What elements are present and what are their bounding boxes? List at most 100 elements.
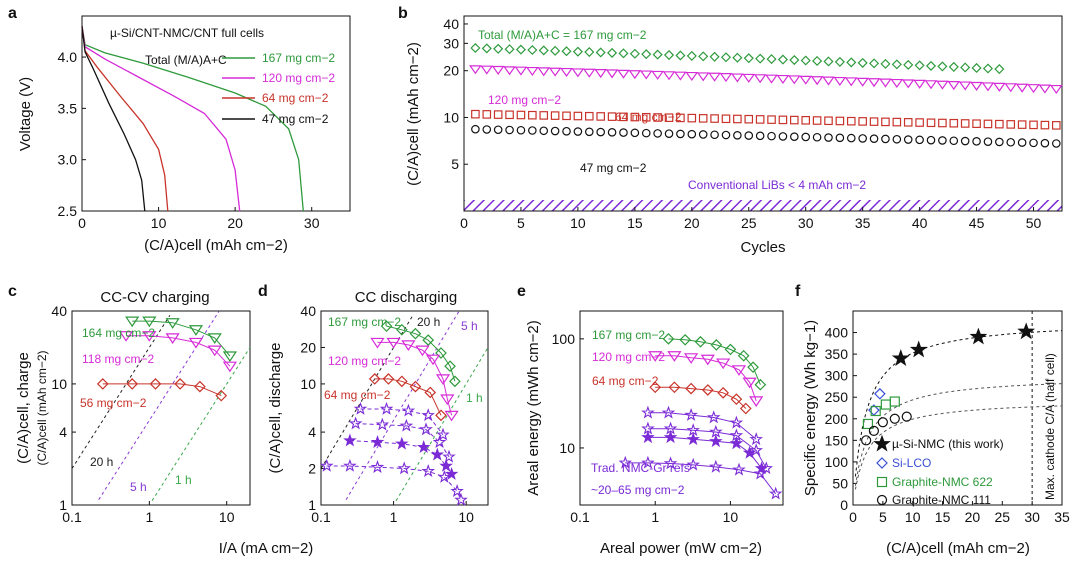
conventional-band [464, 200, 1062, 211]
panel-b-point-s0-c26 [755, 53, 766, 64]
panel-b-point-s2-c52 [1052, 121, 1061, 130]
panel-b-point-s3-c24 [733, 130, 742, 140]
panel-b-point-s0-c27 [766, 54, 777, 65]
panel-f-point-s3-3 [889, 413, 900, 424]
panel-b-point-s3-c8 [550, 126, 560, 136]
panel-b-point-s1-c13 [605, 69, 619, 79]
panel-c-label-118: 118 mg cm−2 [82, 352, 154, 366]
panel-f-ytick-label: 150 [825, 432, 849, 448]
panel-c-title: CC-CV charging [100, 289, 209, 306]
panel-d-point-s3-3 [421, 408, 435, 422]
legend-f-gr-nmc111: Graphite-NMC 111 [892, 493, 991, 507]
panel-b-point-s0-c18 [663, 49, 675, 61]
panel-b-point-s3-c45 [972, 137, 981, 146]
panel-c-rate-line-0 [71, 315, 171, 469]
panel-f-ytick-label: 0 [840, 497, 848, 513]
panel-c-ytick-label: 4 [59, 424, 67, 440]
panel-b-point-s3-c6 [528, 126, 537, 135]
panel-b-point-s3-c2 [482, 125, 492, 134]
panel-d-point-s1-3 [415, 345, 430, 357]
panel-b-point-s0-c13 [607, 47, 618, 58]
panel-b-label-120: 120 mg cm−2 [488, 93, 561, 107]
panel-b-point-s2-c40 [915, 118, 924, 127]
panel-b-point-s0-c41 [925, 60, 937, 71]
panel-a-y-ticks: 2.5 3.0 3.5 4.0 [58, 49, 86, 219]
panel-b-xtick-label: 10 [570, 215, 586, 231]
panel-b-point-s2-c24 [733, 114, 742, 124]
panel-b-point-s2-c45 [972, 119, 981, 128]
panel-b-point-s1-c39 [901, 79, 915, 89]
panel-f-xtick-label: 0 [849, 509, 857, 525]
panel-b-xtick-label: 30 [798, 215, 814, 231]
panel-b-point-s3-c5 [516, 125, 526, 135]
panel-d-point-s5-2 [395, 436, 409, 450]
legend-f-si-lco: Si-LCO [892, 456, 931, 470]
panel-f-x-label: (C/A)cell (mAh cm−2) [886, 540, 1030, 557]
panel-c-x-ticks: 0.1 1 10 [62, 501, 235, 525]
panel-b-point-s2-c11 [584, 111, 594, 121]
panel-b-point-s3-c48 [1006, 137, 1016, 147]
panel-b-point-s0-c11 [584, 47, 595, 58]
panel-b-point-s0-c5 [515, 44, 527, 55]
panel-b-ytick-label: 30 [443, 35, 459, 51]
panel-b-point-s1-c23 [719, 73, 733, 83]
panel-b-point-s1-c4 [503, 66, 516, 76]
panel-f-ytick-label: 300 [825, 368, 849, 384]
panel-a-legend-title: Total (M/A)A+C [145, 53, 227, 67]
panel-e-point-s6-0 [618, 455, 633, 469]
panel-b-x-ticks: 0 5 10 15 20 25 30 35 40 45 50 [460, 207, 1042, 231]
panel-b-point-s1-c40 [913, 79, 926, 89]
panel-b-point-s0-c32 [823, 56, 834, 67]
panel-b-point-s0-c28 [777, 54, 788, 65]
panel-c-point-s2-3 [174, 378, 186, 390]
panel-e-point-s1-1 [667, 351, 682, 362]
panel-b-point-s0-c9 [561, 46, 572, 57]
panel-b-xtick-label: 45 [969, 215, 985, 231]
panel-b-point-s0-c25 [743, 53, 754, 64]
panel-b-point-s3-c41 [926, 135, 936, 145]
panel-b-point-s2-c36 [869, 117, 879, 126]
panel-f-point-s0-2 [969, 327, 988, 345]
panel-b-point-s2-c10 [573, 111, 583, 121]
panel-c-rate-line-2 [151, 347, 251, 501]
panel-b-point-s2-c18 [664, 113, 674, 122]
panel-d-line-3 [360, 408, 444, 436]
panel-b-point-s1-c52 [1049, 84, 1063, 95]
panel-e-point-s5-2 [686, 432, 700, 446]
panel-d-rate-lines [320, 311, 489, 501]
panel-b-point-s2-c51 [1040, 120, 1050, 130]
panel-f-legend-mark-1 [876, 457, 888, 469]
panel-a-ytick-label: 3.5 [58, 100, 78, 116]
panel-f-legend: µ-Si-NMC (this work) Si-LCO Graphite-NMC… [873, 434, 1004, 507]
panel-b-point-s1-c48 [1004, 83, 1018, 93]
panel-d-point-s4-0 [348, 416, 363, 430]
panel-b-point-s2-c27 [767, 115, 776, 124]
panel-f-y-label: Specific energy (Wh kg−1) [802, 320, 819, 496]
panel-e-point-s2-1 [668, 381, 681, 394]
panel-b-point-s3-c52 [1052, 139, 1061, 148]
panel-b-point-s3-c28 [778, 132, 788, 141]
panel-e-label-120: 120 mg cm−2 [592, 350, 665, 364]
panel-d-point-s3-0 [353, 401, 368, 415]
panel-f-ytick-label: 350 [825, 346, 849, 362]
panel-e-label-167: 167 mg cm−2 [592, 328, 665, 342]
panel-b-point-s1-c2 [480, 65, 494, 75]
panel-b-ytick-label: 5 [451, 156, 459, 172]
panel-d-point-s2-0 [368, 373, 381, 385]
panel-b-point-s0-c45 [971, 62, 982, 74]
panel-b-point-s3-c3 [493, 125, 503, 135]
panel-b-point-s2-c32 [824, 116, 833, 126]
panel-b-ytick-label: 20 [443, 63, 459, 79]
panel-b-point-s0-c1 [470, 42, 481, 54]
panel-b-point-s2-c43 [949, 118, 959, 128]
panel-d-point-s1-5 [435, 374, 451, 385]
panel-b-point-s0-c37 [880, 58, 891, 69]
panel-d-point-s4-3 [419, 422, 433, 436]
panel-d-point-s1-2 [401, 340, 416, 351]
panel-c-frame [71, 310, 251, 506]
panel-b-point-s1-c22 [708, 72, 721, 82]
panel-b-point-s2-c47 [995, 119, 1004, 129]
panel-b-point-s1-c35 [856, 77, 870, 87]
panel-e-frame [579, 310, 784, 506]
